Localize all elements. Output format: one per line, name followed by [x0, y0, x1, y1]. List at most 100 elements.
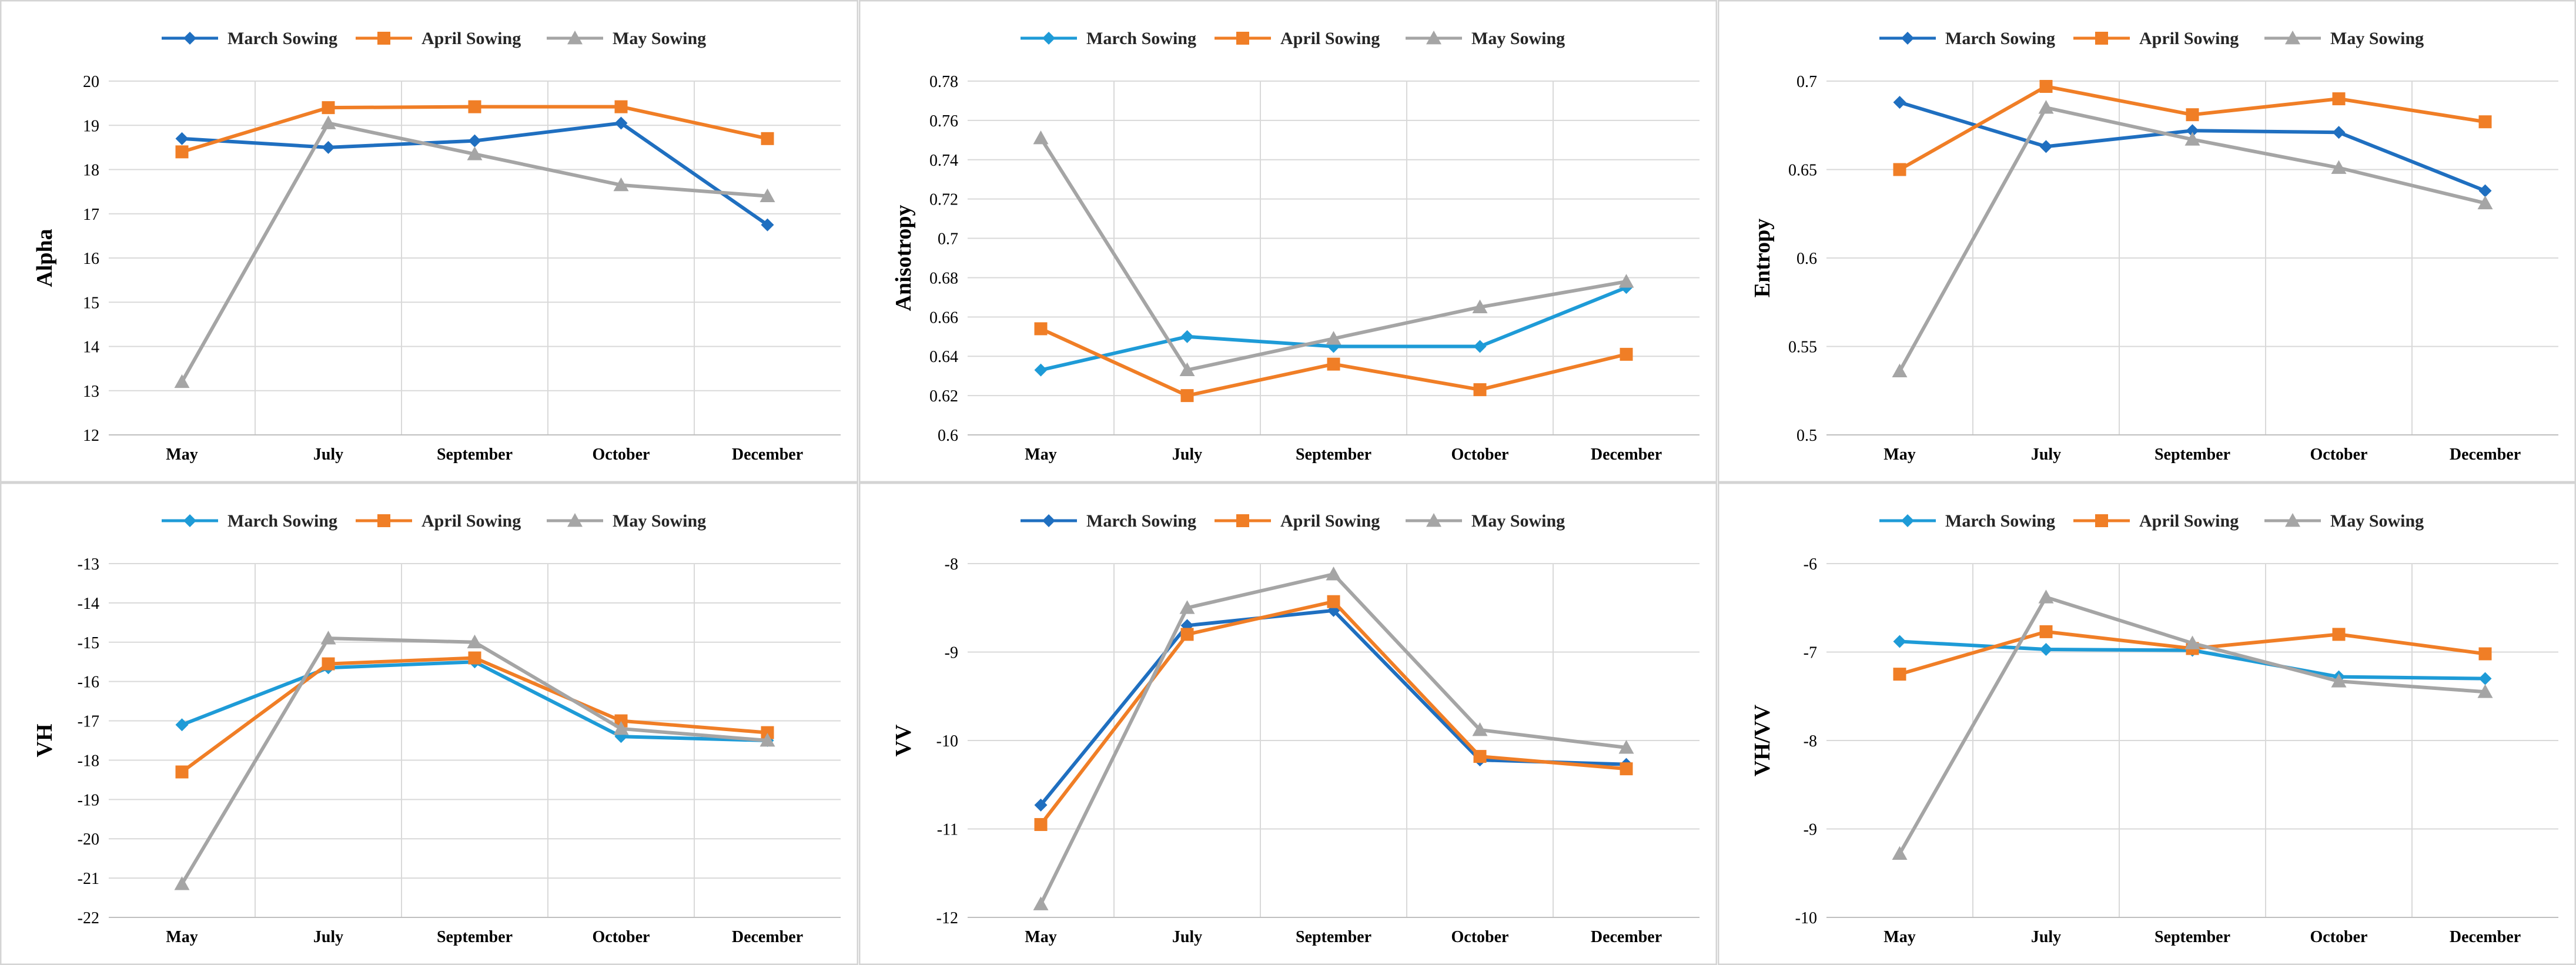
data-point [322, 101, 335, 115]
x-tick-label: December [2450, 445, 2521, 464]
data-point [2184, 132, 2200, 146]
y-tick-label: 0.65 [1788, 162, 1817, 180]
x-tick-label: September [2155, 445, 2230, 464]
legend-entry-1: April Sowing [1215, 511, 1380, 531]
legend-marker [183, 32, 196, 45]
series-1 [175, 100, 774, 159]
data-point [1618, 274, 1634, 288]
panel-border [859, 0, 1717, 482]
data-point [1034, 322, 1048, 336]
data-point [761, 218, 774, 232]
series-2 [1892, 100, 2493, 378]
data-point [1034, 798, 1048, 812]
legend-label: March Sowing [1086, 511, 1196, 531]
x-tick-label: September [2155, 928, 2230, 946]
data-point [1473, 383, 1487, 397]
legend-marker [2095, 32, 2108, 45]
y-tick-label: 14 [83, 339, 99, 357]
legend-label: April Sowing [2139, 29, 2239, 48]
data-point [613, 721, 629, 735]
y-tick-label: 0.6 [1796, 250, 1817, 268]
data-point [2186, 108, 2199, 122]
y-axis-label: VH [32, 724, 57, 758]
data-point [613, 177, 629, 192]
data-point [1326, 331, 1341, 345]
y-axis-label: VV [891, 724, 916, 756]
legend-marker [1236, 32, 1249, 45]
legend-marker [1236, 514, 1249, 527]
data-point [2038, 100, 2054, 114]
y-tick-label: 15 [83, 294, 99, 312]
y-tick-label: -10 [936, 732, 958, 750]
legend-label: May Sowing [613, 511, 706, 531]
x-tick-label: September [437, 928, 513, 946]
legend-entry-1: April Sowing [356, 511, 521, 531]
series-2 [1033, 567, 1634, 910]
legend-label: March Sowing [228, 511, 337, 531]
x-tick-label: October [593, 445, 650, 464]
data-point [760, 188, 775, 203]
legend-entry-0: March Sowing [1879, 29, 2055, 48]
y-tick-label: 0.78 [929, 73, 958, 91]
data-point [468, 651, 481, 665]
y-tick-label: 0.6 [938, 427, 958, 445]
data-point [2038, 589, 2054, 604]
legend-marker [567, 31, 583, 45]
y-tick-label: -7 [1804, 644, 1817, 662]
series-0 [175, 116, 774, 232]
y-tick-label: 0.7 [938, 230, 958, 249]
legend-marker [1901, 32, 1914, 45]
series-1 [1034, 322, 1633, 403]
y-tick-label: 0.74 [929, 152, 958, 170]
x-tick-label: July [1172, 928, 1202, 946]
y-tick-label: -20 [78, 830, 99, 849]
legend-marker [1426, 513, 1441, 527]
panel-border [0, 482, 858, 965]
y-tick-label: -14 [78, 595, 99, 613]
data-point [1473, 340, 1487, 353]
panel-border [0, 0, 858, 482]
x-tick-label: October [1451, 928, 1509, 946]
data-point [468, 134, 481, 148]
y-tick-label: -12 [936, 909, 958, 927]
data-point [174, 876, 190, 890]
y-tick-label: -8 [945, 555, 958, 574]
legend-entry-0: March Sowing [1021, 29, 1196, 48]
x-tick-label: December [1591, 445, 1662, 464]
legend-entry-2: May Sowing [547, 511, 706, 531]
data-point [320, 631, 336, 645]
x-tick-label: July [1172, 445, 1202, 464]
y-tick-label: 0.72 [929, 191, 958, 209]
panel-vh: -22 -21 -20 -19 -18 -17 -16 -15 -14 -13 May July Sep… [0, 482, 858, 965]
legend-marker [183, 514, 196, 527]
panel-vh-vv: -10 -9 -8 -7 -6 May July September October Decemb… [1718, 482, 2576, 965]
legend-label: March Sowing [1945, 29, 2055, 48]
data-point [1179, 362, 1195, 377]
y-tick-label: 19 [83, 117, 99, 135]
y-tick-label: 18 [83, 162, 99, 180]
legend-marker [1901, 514, 1914, 527]
x-tick-label: October [2310, 928, 2368, 946]
legend-entry-0: March Sowing [162, 29, 337, 48]
y-tick-label: 20 [83, 73, 99, 91]
x-tick-label: May [1025, 445, 1056, 464]
x-tick-label: May [1025, 928, 1056, 946]
data-point [2478, 184, 2492, 197]
legend-label: May Sowing [2330, 511, 2424, 531]
data-point [760, 733, 775, 747]
x-tick-label: December [1591, 928, 1662, 946]
data-point [1327, 595, 1340, 608]
panel-border [1718, 0, 2576, 482]
y-tick-label: -17 [78, 713, 99, 731]
y-tick-label: -15 [78, 634, 99, 652]
data-point [614, 730, 628, 743]
data-point [1892, 846, 1908, 860]
data-point [2478, 115, 2492, 129]
data-point [1893, 163, 1906, 176]
y-tick-label: -13 [78, 555, 99, 574]
data-point [614, 116, 628, 130]
y-tick-label: -11 [937, 821, 958, 839]
legend-label: April Sowing [1280, 29, 1380, 48]
data-point [1034, 363, 1048, 377]
y-tick-label: 0.55 [1788, 339, 1817, 357]
